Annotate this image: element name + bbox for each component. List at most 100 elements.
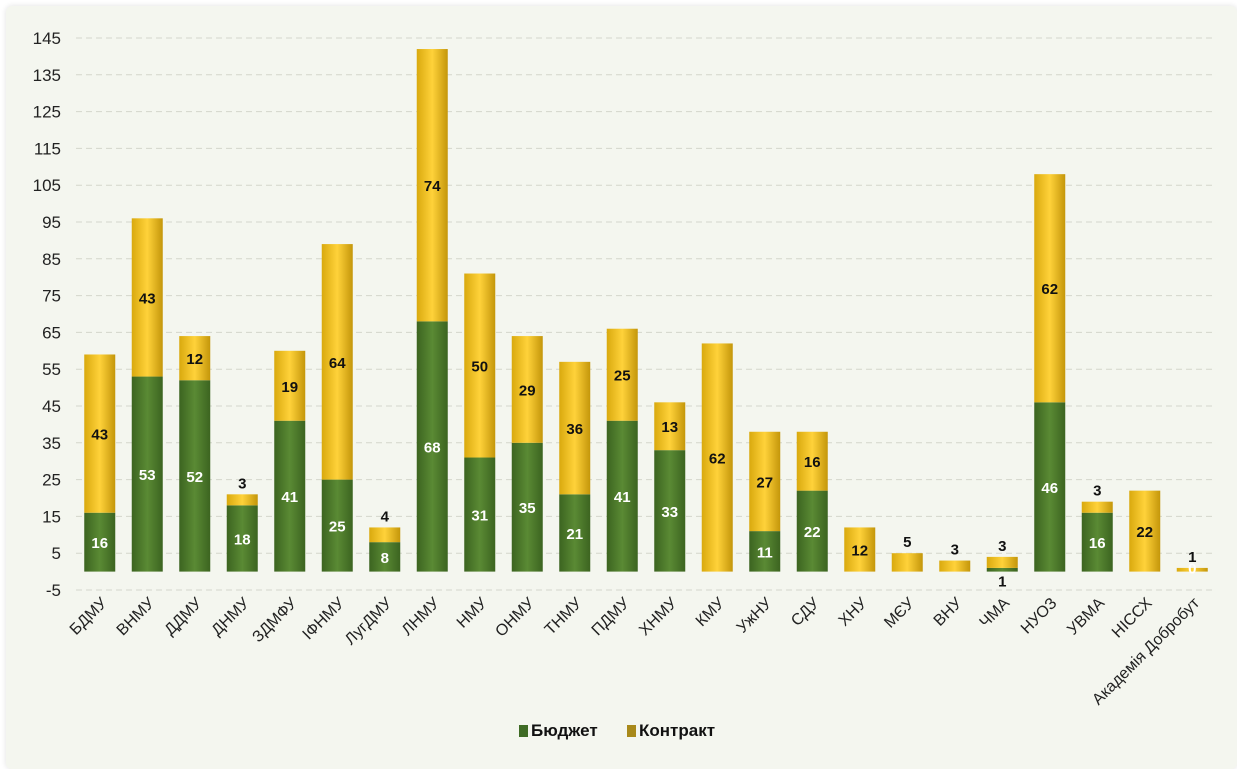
data-label-budget: 41 (614, 489, 631, 506)
chart-panel: -5 5 15 25 35 45 55 65 75 85 95 105 115 125 135 145 16 4… (6, 6, 1237, 769)
y-tick-label: 135 (33, 66, 61, 85)
bar-contract (131, 218, 163, 377)
bar-budget (606, 420, 638, 572)
bar-budget (559, 494, 591, 572)
bar-budget (511, 442, 543, 572)
data-label-contract: 29 (519, 382, 536, 399)
data-label-contract: 50 (471, 359, 488, 376)
bar-contract (939, 560, 971, 572)
data-label-contract: 64 (329, 355, 346, 372)
data-label-contract: 12 (851, 543, 868, 560)
y-tick-label: 65 (42, 323, 61, 342)
bar-contract (559, 361, 591, 495)
x-tick-label: ЛугДМУ (342, 594, 396, 648)
data-label-budget: 52 (186, 469, 203, 486)
legend-label: Бюджет (531, 721, 598, 740)
bar-contract (179, 336, 211, 381)
x-tick-label: ЧМА (977, 595, 1014, 632)
y-tick-label: 125 (33, 103, 61, 122)
data-label-contract: 16 (804, 454, 821, 471)
data-label-contract: 3 (998, 538, 1006, 555)
bar-budget (416, 321, 448, 572)
bar-contract (511, 336, 543, 443)
y-tick-label: 5 (52, 544, 61, 563)
y-tick-label: 25 (42, 471, 61, 490)
x-tick-label: ПДМУ (589, 594, 634, 639)
data-label-contract: 36 (566, 421, 583, 438)
x-tick-label: ЗДМФУ (249, 594, 301, 646)
x-tick-label: УВМА (1064, 595, 1108, 639)
data-label-contract: 1 (1188, 549, 1196, 566)
bar-contract (606, 328, 638, 421)
bar-budget (274, 420, 306, 572)
bar-budget (986, 567, 1018, 572)
bar-contract (891, 553, 923, 572)
bar-contract (844, 527, 876, 572)
bar-contract (274, 350, 306, 421)
bar-budget (226, 505, 258, 572)
data-label-contract: 4 (381, 508, 390, 525)
x-tick-label: ЛНМУ (399, 594, 444, 639)
x-tick-label: МЄУ (881, 594, 918, 631)
bar-contract (654, 402, 686, 451)
data-label-contract: 3 (238, 475, 246, 492)
data-label-budget: 22 (804, 524, 821, 541)
data-label-contract: 62 (709, 451, 726, 468)
legend-swatch (519, 725, 528, 737)
bar-contract (321, 244, 353, 480)
data-label-contract: 13 (661, 419, 678, 436)
bar-budget (131, 376, 163, 572)
bar-contract (369, 527, 401, 543)
bar-contract (749, 431, 781, 532)
x-tick-label: БДМУ (67, 594, 111, 638)
data-label-budget: 41 (281, 489, 298, 506)
data-label-budget: 16 (91, 535, 108, 552)
y-tick-label: 115 (34, 139, 61, 158)
bar-budget (84, 512, 116, 572)
data-label-contract: 3 (951, 542, 959, 559)
data-label-contract: 25 (614, 368, 631, 385)
bars (84, 49, 1208, 572)
data-labels: 1643534352121834119256484687431503529213… (91, 178, 1196, 590)
y-tick-label: 95 (42, 213, 61, 232)
data-label-contract: 74 (424, 178, 441, 195)
x-tick-label: ОНМУ (492, 594, 538, 640)
bar-budget (1081, 512, 1113, 572)
gridlines (76, 37, 1216, 591)
data-label-budget: 21 (566, 526, 583, 543)
x-tick-label: КМУ (693, 594, 729, 630)
data-label-budget: 16 (1089, 535, 1106, 552)
data-label-contract: 3 (1093, 483, 1101, 500)
bar-contract (416, 49, 448, 322)
bar-budget (179, 380, 211, 572)
data-label-budget: 46 (1041, 480, 1058, 497)
data-label-budget: 18 (234, 531, 251, 548)
data-label-budget: 0 (1188, 561, 1196, 578)
data-label-contract: 62 (1041, 281, 1058, 298)
data-label-budget: 25 (329, 519, 346, 536)
legend-swatch (627, 725, 636, 737)
data-label-budget: 33 (661, 504, 678, 521)
bar-budget (749, 531, 781, 572)
x-tick-label: ТНМУ (542, 594, 586, 638)
x-tick-label: ВНУ (931, 594, 967, 630)
data-label-contract: 22 (1136, 524, 1153, 541)
bar-budget (321, 479, 353, 572)
data-label-budget: 1 (998, 574, 1006, 591)
data-label-budget: 53 (139, 467, 156, 484)
data-label-budget: 11 (757, 544, 773, 561)
x-tick-label: ХНУ (836, 594, 872, 630)
bar-contract (1129, 490, 1161, 572)
x-tick-label: НМУ (454, 594, 491, 631)
x-tick-label: ХНМУ (636, 594, 681, 639)
y-axis: -5 5 15 25 35 45 55 65 75 85 95 105 115 125 135 145 (33, 29, 61, 600)
data-label-contract: 43 (139, 290, 156, 307)
data-label-contract: 5 (903, 534, 911, 551)
bar-contract (1081, 501, 1113, 513)
bar-contract (1034, 174, 1066, 403)
bar-budget (654, 450, 686, 572)
y-tick-label: 105 (33, 176, 61, 195)
x-tick-label: УжНУ (734, 594, 776, 636)
